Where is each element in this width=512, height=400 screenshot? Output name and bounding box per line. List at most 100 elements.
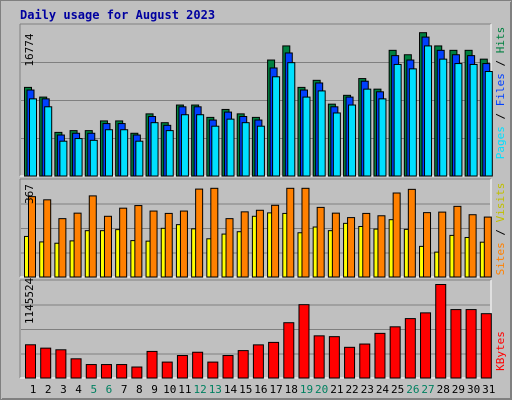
x-tick-label: 20 xyxy=(315,383,328,396)
hits-files-pages-panel xyxy=(19,23,493,177)
bar-kbytes xyxy=(480,313,492,379)
bar-kbytes xyxy=(283,322,295,379)
bar-pages xyxy=(408,68,417,177)
bar-sites xyxy=(225,218,234,278)
bar-sites xyxy=(347,217,356,278)
y-axis-max-label-sites: 367 xyxy=(23,184,36,204)
bar-sites xyxy=(407,188,416,278)
bar-sites xyxy=(271,204,280,278)
bar-kbytes xyxy=(222,355,234,379)
x-tick-label: 3 xyxy=(60,383,67,396)
bar-sites xyxy=(438,211,447,278)
bar-kbytes xyxy=(404,318,416,379)
bar-kbytes xyxy=(389,326,401,379)
x-tick-label: 12 xyxy=(194,383,207,396)
bar-kbytes xyxy=(313,335,325,379)
bar-pages xyxy=(89,139,98,177)
bar-kbytes xyxy=(450,309,462,379)
bar-pages xyxy=(469,63,478,177)
bar-sites xyxy=(58,218,67,278)
x-tick-label: 2 xyxy=(45,383,52,396)
bar-sites xyxy=(240,211,249,278)
x-tick-label: 15 xyxy=(239,383,252,396)
bar-kbytes xyxy=(252,344,264,379)
bar-sites xyxy=(134,205,143,278)
x-tick-label: 13 xyxy=(209,383,222,396)
bar-pages xyxy=(454,63,463,177)
x-tick-label: 18 xyxy=(285,383,298,396)
bar-kbytes xyxy=(161,361,173,379)
bar-pages xyxy=(59,140,68,177)
bar-pages xyxy=(393,63,402,177)
bar-kbytes xyxy=(298,304,310,379)
bar-kbytes xyxy=(131,366,143,379)
bar-kbytes xyxy=(85,364,97,379)
bar-pages xyxy=(29,98,37,177)
bar-kbytes xyxy=(176,355,188,379)
bar-pages xyxy=(378,98,387,177)
bar-pages xyxy=(439,58,448,177)
bar-sites xyxy=(179,210,188,278)
sites-visits-panel xyxy=(19,178,492,278)
bar-pages xyxy=(484,71,493,177)
bar-sites xyxy=(468,214,477,278)
bar-pages xyxy=(348,104,357,177)
bar-sites xyxy=(210,187,219,278)
bar-sites xyxy=(164,212,173,278)
bar-kbytes xyxy=(40,347,52,379)
bar-kbytes xyxy=(25,344,36,379)
y-axis-max-label-hits: 16774 xyxy=(23,33,36,66)
legend-files: Files xyxy=(494,73,507,106)
bar-sites xyxy=(43,199,52,278)
x-tick-label: 19 xyxy=(300,383,313,396)
x-tick-label: 5 xyxy=(90,383,97,396)
bar-pages xyxy=(104,129,113,177)
x-tick-label: 29 xyxy=(452,383,465,396)
bar-pages xyxy=(226,118,235,177)
x-tick-label: 27 xyxy=(421,383,434,396)
bar-sites xyxy=(28,196,36,278)
bar-pages xyxy=(196,114,205,177)
legend-kbytes: KBytes xyxy=(494,331,507,371)
bar-sites xyxy=(453,205,462,278)
x-tick-label: 17 xyxy=(269,383,282,396)
frame-shadow xyxy=(510,2,512,400)
bar-kbytes xyxy=(344,346,356,379)
bar-sites xyxy=(392,192,401,278)
bar-sites xyxy=(255,209,264,278)
bar-sites xyxy=(316,206,325,278)
bar-pages xyxy=(272,76,281,177)
bar-kbytes xyxy=(100,364,112,379)
bar-sites xyxy=(88,195,97,278)
legend-kbytes-label: KBytes xyxy=(494,331,507,371)
bar-sites xyxy=(195,188,204,278)
bar-kbytes xyxy=(146,350,158,379)
bar-kbytes xyxy=(207,361,219,379)
bar-sites xyxy=(286,187,295,278)
bar-pages xyxy=(287,62,296,177)
bar-sites xyxy=(483,216,492,278)
x-tick-label: 8 xyxy=(136,383,143,396)
x-tick-label: 1 xyxy=(30,383,37,396)
bar-sites xyxy=(331,212,340,278)
frame-shadow xyxy=(2,398,512,400)
bar-kbytes xyxy=(435,284,447,379)
bar-pages xyxy=(135,140,144,177)
bar-pages xyxy=(332,112,341,177)
bar-kbytes xyxy=(116,364,128,379)
kbytes-panel xyxy=(19,279,492,379)
bar-sites xyxy=(423,212,432,278)
x-tick-label: 25 xyxy=(391,383,404,396)
bar-kbytes xyxy=(237,350,249,379)
x-tick-label: 7 xyxy=(121,383,128,396)
x-tick-label: 21 xyxy=(330,383,343,396)
bar-kbytes xyxy=(70,358,82,379)
x-axis-labels: 1 2 3 4 5 6 7 8 9 10 11 12 13 14 15 16 17 18 19 20 21 22 23 24 2… xyxy=(30,383,496,396)
legend-visits: Visits xyxy=(494,183,507,223)
legend-sites: Sites xyxy=(494,242,507,275)
bar-pages xyxy=(256,125,265,177)
bar-pages xyxy=(180,114,189,177)
legend-sites-visits: Sites / Visits xyxy=(494,183,507,276)
bar-kbytes xyxy=(359,343,371,379)
